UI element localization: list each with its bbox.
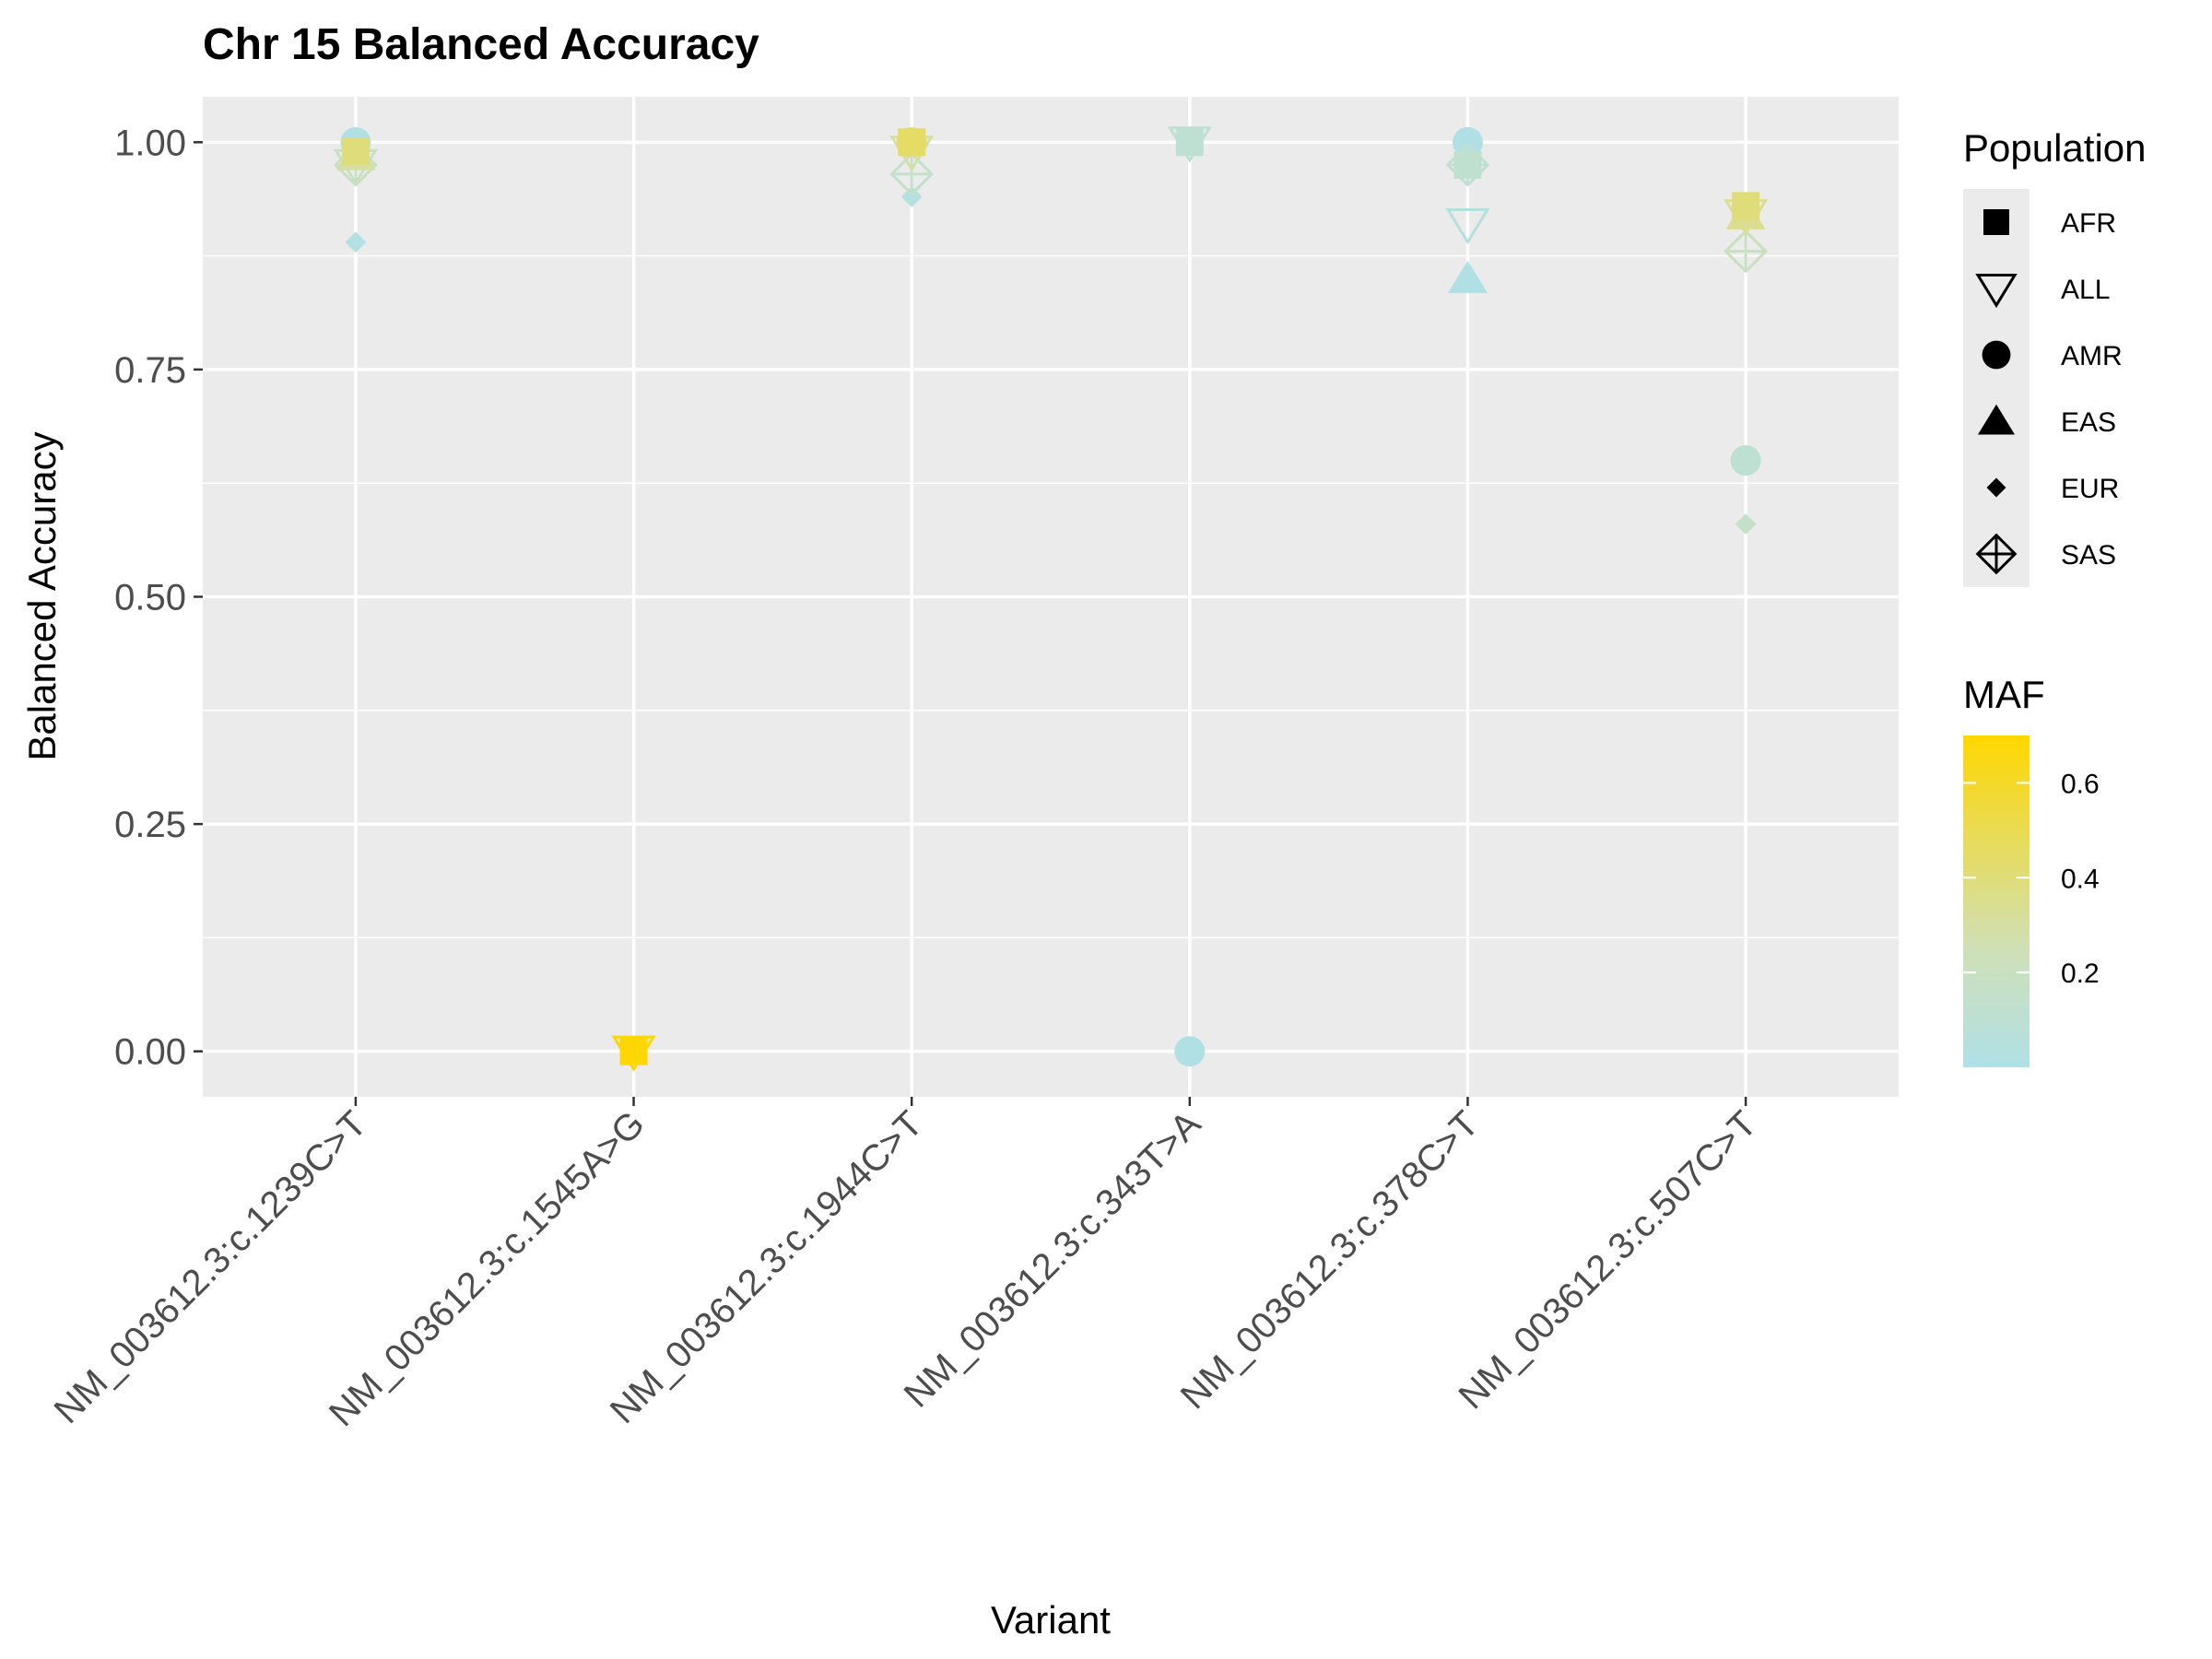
grid-lines [203,97,1899,1097]
maf-tick-label: 0.4 [2061,864,2100,894]
population-legend: AFR ALL AMR EAS EUR SAS [1975,208,2123,575]
legend-key-eur [1986,477,2006,498]
maf-tick-label: 0.2 [2061,959,2100,989]
data-point-eur [900,186,923,207]
x-tick-label: NM_003612.3:c.378C>T [1173,1103,1487,1417]
legend-label-sas: SAS [2061,540,2116,571]
data-point-eas [1448,260,1488,293]
maf-legend-ticks: 0.2 0.4 0.6 [1963,769,2100,989]
legend-label-amr: AMR [2061,341,2123,371]
chart-title: Chr 15 Balanced Accuracy [203,20,759,69]
data-point-all [1445,207,1490,245]
population-legend-title: Population [1963,126,2147,170]
x-tick-label: NM_003612.3:c.1545A>G [322,1103,653,1434]
legend-key-eas [1977,404,2016,435]
y-tick-label: 0.75 [114,350,186,391]
data-point-eur [1735,513,1757,535]
maf-tick-label: 0.6 [2061,769,2100,799]
data-point-afr [1732,192,1760,220]
data-point-amr [1174,1036,1206,1067]
legend-label-eas: EAS [2061,407,2116,438]
y-tick-label: 0.00 [114,1032,186,1073]
x-tick-label: NM_003612.3:c.343T>A [897,1103,1209,1416]
data-point-afr [1453,150,1482,179]
x-axis-title: Variant [991,1598,1111,1641]
maf-colorbar [1963,735,2030,1067]
y-axis-title: Balanced Accuracy [20,431,64,760]
x-tick-label: NM_003612.3:c.507C>T [1451,1103,1764,1417]
data-point-amr [1730,445,1761,477]
legend-key-afr [1983,209,2009,235]
data-point-sas [1724,229,1768,274]
legend-label-afr: AFR [2061,208,2116,239]
y-tick-label: 0.50 [114,578,186,618]
y-tick-label: 0.25 [114,805,186,845]
data-point-afr [898,128,926,157]
data-point-eur [345,231,367,253]
legend-key-all [1975,273,2018,309]
data-points [333,126,1769,1073]
legend-key-sas [1975,533,2018,575]
legend-key-amr [1982,340,2011,370]
maf-legend-title: MAF [1963,673,2045,716]
data-point-amr [1452,126,1483,158]
data-point-afr [619,1037,648,1065]
x-tick-label: NM_003612.3:c.1239C>T [46,1103,374,1431]
data-point-afr [1175,128,1204,157]
legend-label-eur: EUR [2061,474,2119,504]
population-legend-key-background [1963,189,2030,587]
legend-label-all: ALL [2061,275,2110,305]
data-point-afr [341,137,370,166]
data-point-sas [889,151,935,196]
y-tick-label: 1.00 [114,123,186,163]
x-tick-label: NM_003612.3:c.1944C>T [603,1103,931,1431]
